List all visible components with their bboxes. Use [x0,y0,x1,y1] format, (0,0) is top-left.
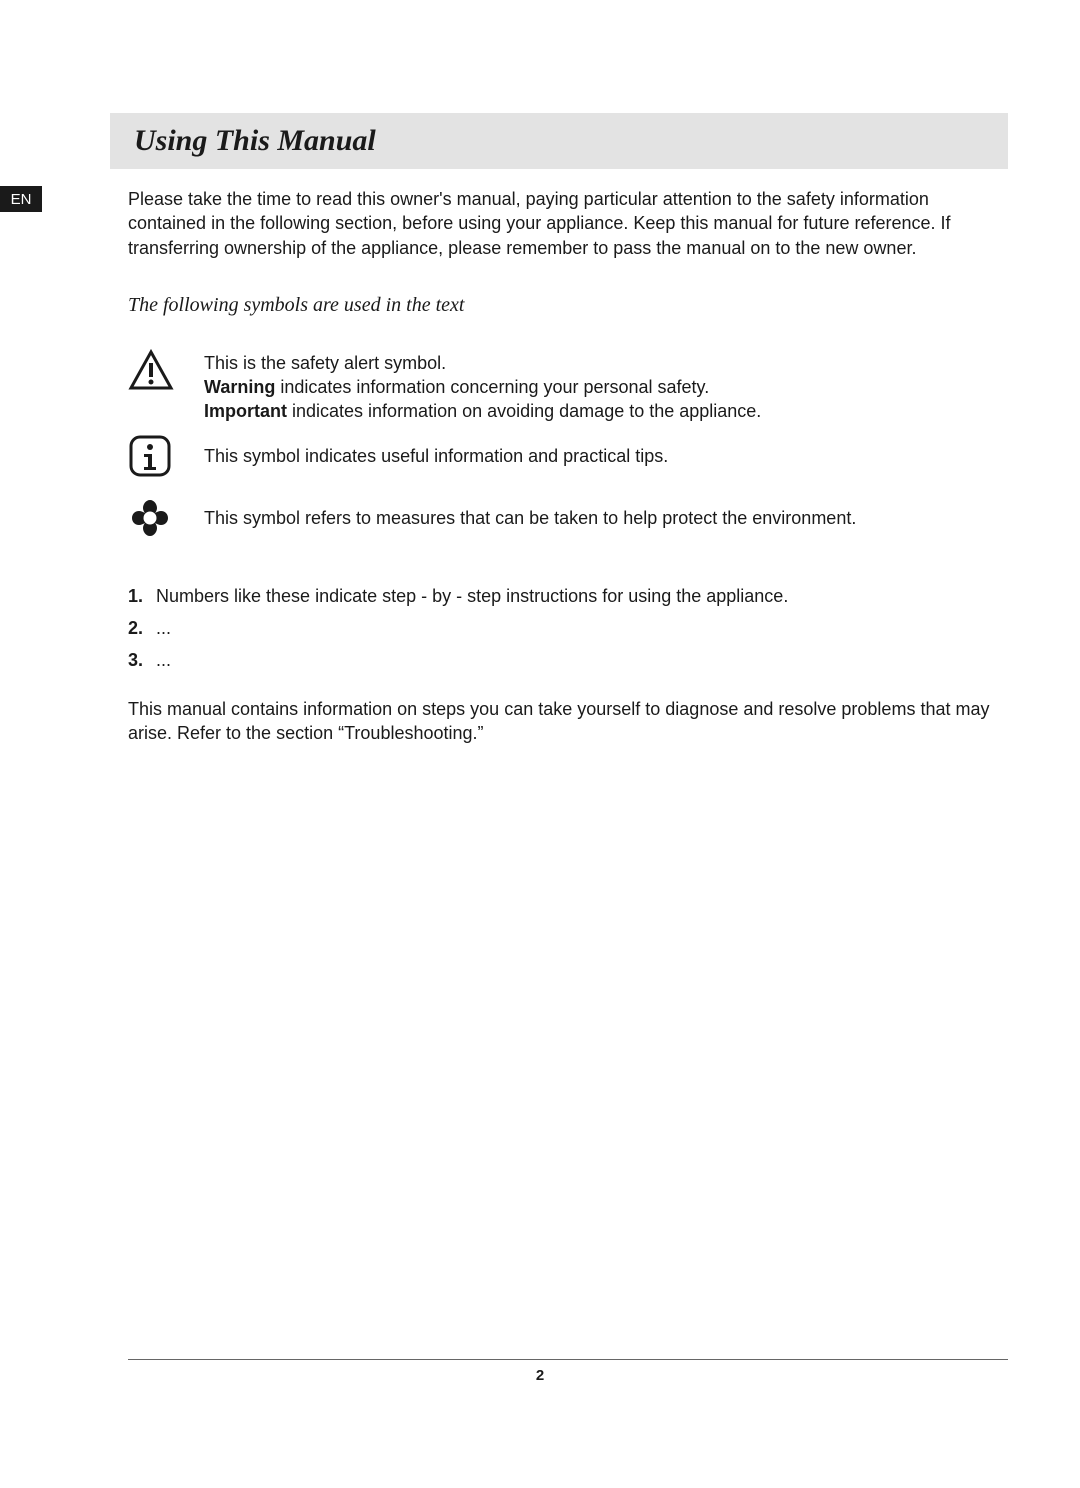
warning-bold-word: Warning [204,377,275,397]
section-subtitle: The following symbols are used in the te… [128,292,1008,319]
environment-symbol-text: This symbol refers to measures that can … [180,496,856,530]
list-marker-3: 3. [128,648,156,672]
warning-triangle-icon [128,349,180,391]
list-item: 2. ... [128,616,1008,640]
page-title: Using This Manual [110,124,376,158]
warning-line1: This is the safety alert symbol. [204,351,761,375]
info-text: This symbol indicates useful information… [204,446,668,466]
language-badge-text: EN [11,191,32,208]
list-item: 3. ... [128,648,1008,672]
warning-line3: Important indicates information on avoid… [204,399,761,423]
list-text-1: Numbers like these indicate step - by - … [156,584,788,608]
list-text-2: ... [156,616,171,640]
page-container: EN Using This Manual Please take the tim… [0,0,1080,1488]
important-bold-word: Important [204,401,287,421]
symbol-row-info: This symbol indicates useful information… [128,434,1008,482]
closing-paragraph: This manual contains information on step… [128,697,1008,746]
warning-symbol-text: This is the safety alert symbol. Warning… [180,349,761,424]
content-area: Please take the time to read this owner'… [128,187,1008,745]
symbol-row-environment: This symbol refers to measures that can … [128,496,1008,544]
title-bar: Using This Manual [110,113,1008,169]
warning-line2-rest: indicates information concerning your pe… [275,377,709,397]
list-item: 1. Numbers like these indicate step - by… [128,584,1008,608]
list-marker-1: 1. [128,584,156,608]
flower-icon [128,496,180,540]
list-marker-2: 2. [128,616,156,640]
intro-paragraph: Please take the time to read this owner'… [128,187,1008,260]
info-icon [128,434,180,478]
warning-line2: Warning indicates information concerning… [204,375,761,399]
warning-line3-rest: indicates information on avoiding damage… [287,401,761,421]
language-badge: EN [0,186,42,212]
numbered-list: 1. Numbers like these indicate step - by… [128,584,1008,673]
environment-text: This symbol refers to measures that can … [204,508,856,528]
list-text-3: ... [156,648,171,672]
info-symbol-text: This symbol indicates useful information… [180,434,668,468]
symbol-row-warning: This is the safety alert symbol. Warning… [128,349,1008,424]
page-footer-rule [128,1359,1008,1360]
page-number: 2 [0,1367,1080,1384]
